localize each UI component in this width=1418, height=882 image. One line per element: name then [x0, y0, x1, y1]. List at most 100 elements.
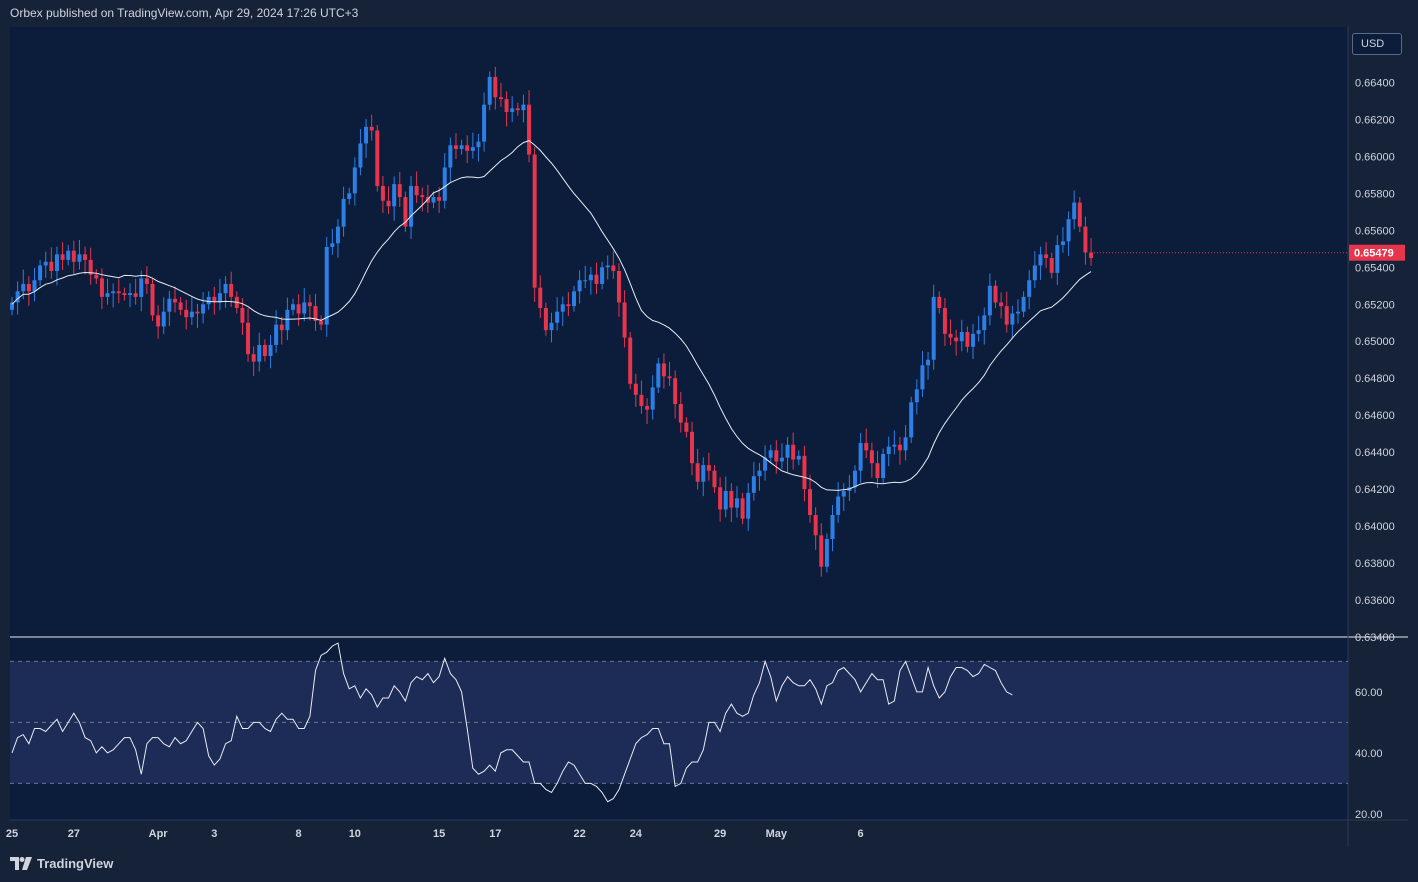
price-tick-label: 0.64000 [1355, 521, 1395, 533]
candle [251, 354, 256, 362]
time-tick-label: 29 [714, 828, 726, 840]
candle [527, 104, 532, 155]
candle [144, 278, 149, 284]
candle [661, 363, 666, 377]
candle [853, 470, 857, 488]
time-tick-label: 8 [296, 828, 302, 840]
candle [1010, 313, 1015, 325]
candle [768, 450, 773, 458]
candle [729, 490, 734, 508]
candle [954, 337, 959, 342]
candle [881, 454, 886, 479]
candle [420, 195, 425, 198]
candle [920, 365, 925, 390]
candle [448, 145, 453, 168]
candle [987, 285, 992, 316]
candle [538, 287, 543, 308]
candle [1049, 258, 1054, 273]
candle [656, 363, 661, 388]
price-tick-label: 0.65000 [1355, 336, 1395, 348]
price-tick-label: 0.65600 [1355, 225, 1395, 237]
candle [364, 126, 369, 144]
candle [763, 457, 768, 471]
candle [32, 280, 37, 292]
rsi-tick-label: 20.00 [1355, 809, 1383, 821]
candle [246, 322, 251, 355]
candle [543, 307, 548, 331]
candle [330, 243, 335, 247]
candle [397, 184, 402, 198]
candle [830, 515, 835, 540]
candle [549, 322, 554, 331]
candle [431, 197, 436, 203]
candle [999, 302, 1004, 307]
candle [566, 304, 571, 307]
candle [386, 200, 391, 207]
candle [38, 265, 43, 281]
candle [639, 394, 644, 406]
candle [678, 404, 683, 423]
candle [903, 437, 908, 451]
candle [380, 185, 385, 201]
candle [875, 463, 880, 479]
currency-button[interactable]: USD [1352, 33, 1402, 55]
candle [931, 296, 936, 360]
candle [262, 344, 267, 357]
candle [392, 184, 397, 207]
candle [779, 457, 784, 462]
price-tick-label: 0.63400 [1355, 632, 1395, 644]
candle [740, 498, 745, 519]
candle [746, 492, 751, 519]
candle [453, 145, 458, 149]
candle [695, 463, 700, 482]
candle [223, 283, 228, 294]
price-tick-label: 0.65200 [1355, 299, 1395, 311]
candle [1083, 226, 1088, 253]
price-tick-label: 0.64400 [1355, 447, 1395, 459]
candle [54, 254, 59, 271]
candle [1066, 219, 1071, 242]
time-tick-label: 3 [211, 828, 217, 840]
candle [195, 311, 200, 314]
candle [335, 226, 340, 244]
candle [864, 442, 869, 451]
candle [734, 498, 739, 508]
time-tick-label: 15 [433, 828, 445, 840]
candle [94, 274, 99, 279]
candle [291, 304, 295, 310]
candle [560, 304, 565, 312]
candle [201, 304, 206, 314]
candle [515, 108, 520, 111]
candle [324, 246, 329, 325]
candle [375, 130, 380, 186]
candle [105, 293, 110, 297]
candle [358, 143, 363, 168]
candle [650, 387, 655, 410]
price-tick-label: 0.63800 [1355, 558, 1395, 570]
candle [116, 291, 121, 294]
candle [757, 470, 762, 477]
candle [1021, 296, 1026, 312]
time-tick-label: 25 [6, 828, 18, 840]
candle [605, 265, 610, 268]
candle [83, 254, 88, 260]
price-tick-label: 0.65400 [1355, 262, 1395, 274]
candle [122, 293, 127, 296]
last-price-tag [1349, 244, 1405, 261]
candle [71, 250, 76, 262]
candle [240, 307, 245, 323]
candle [982, 315, 987, 331]
time-tick-label: Apr [149, 828, 169, 840]
candle [414, 185, 419, 196]
price-tick-label: 0.66000 [1355, 151, 1395, 163]
candle [791, 444, 796, 460]
rsi-line [11, 642, 1013, 803]
candle [1055, 245, 1060, 273]
candle [909, 402, 914, 438]
time-tick-label: May [766, 828, 788, 840]
candle [1038, 254, 1043, 266]
candle [1060, 241, 1065, 246]
candle [718, 487, 723, 510]
price-tick-label: 0.64800 [1355, 373, 1395, 385]
